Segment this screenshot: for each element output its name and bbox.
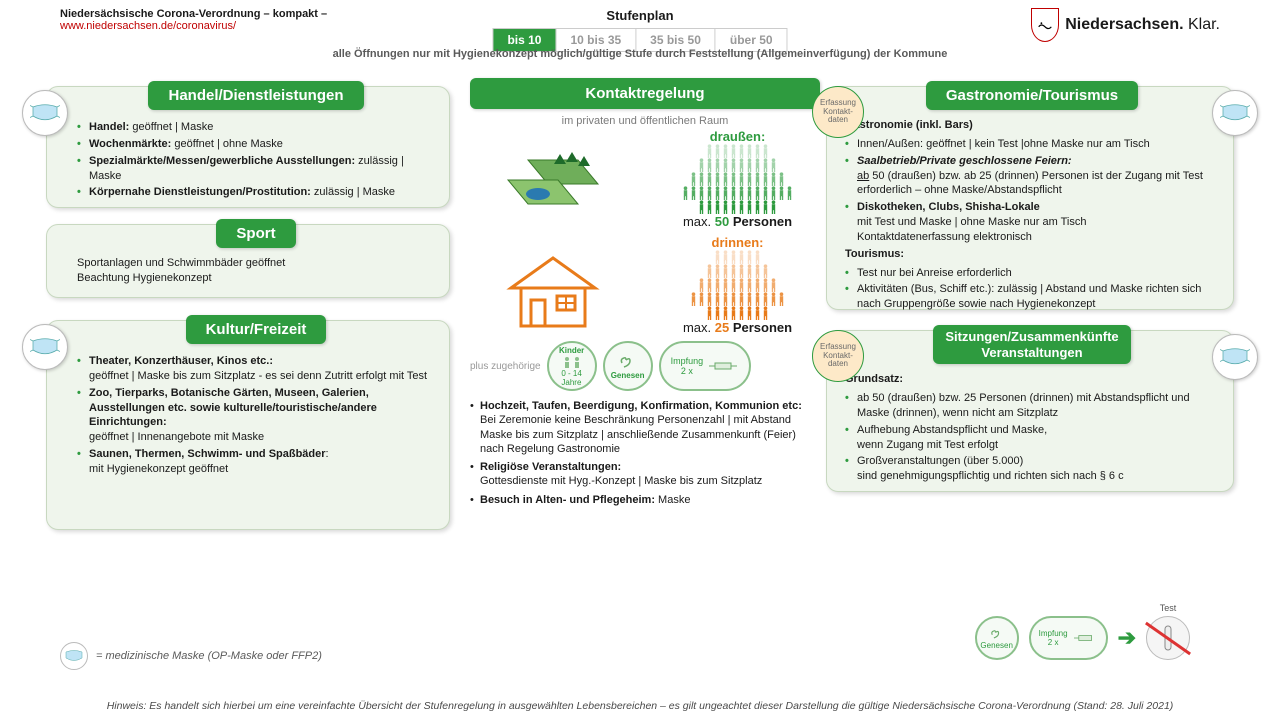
mask-icon [22, 90, 68, 136]
center-column: Kontaktregelung im privaten und öffentli… [470, 78, 820, 511]
panel-gastro-list2: Test nur bei Anreise erforderlichAktivit… [845, 266, 1219, 313]
panel-sitz-title: Sitzungen/ZusammenkünfteVeranstaltungen [933, 325, 1130, 364]
stufen-label: Stufenplan [606, 8, 673, 23]
panel-sitz: Sitzungen/ZusammenkünfteVeranstaltungen … [826, 330, 1234, 492]
in-label: drinnen: [655, 235, 820, 250]
list-item: Saalbetrieb/Private geschlossene Feiern:… [845, 154, 1219, 199]
panel-handel-list: Handel: geöffnet | Maske Wochenmärkte: ge… [77, 120, 435, 200]
formula-row: Genesen Impfung2 x ➔ Test [975, 616, 1190, 660]
genesen-badge: Genesen [975, 616, 1019, 660]
list-item: Besuch in Alten- und Pflegeheim: Maske [470, 493, 820, 507]
list-item: Körpernahe Dienstleistungen/Prostitution… [77, 185, 435, 200]
mask-icon [1212, 90, 1258, 136]
list-item: Zoo, Tierparks, Botanische Gärten, Musee… [77, 386, 435, 445]
panel-gastro-list1: Innen/Außen: geöffnet | kein Test |ohne … [845, 137, 1219, 245]
shield-icon [1031, 8, 1059, 42]
panel-gastro: Gastronomie/Tourismus Gastronomie (inkl.… [826, 86, 1234, 310]
legend-mask: = medizinische Maske (OP-Maske oder FFP2… [60, 642, 322, 670]
list-item: Diskotheken, Clubs, Shisha-Lokalemit Tes… [845, 200, 1219, 245]
list-item: Spezialmärkte/Messen/gewerbliche Ausstel… [77, 154, 435, 184]
park-icon [470, 150, 635, 229]
panel-kultur: Kultur/Freizeit Theater, Konzerthäuser, … [46, 320, 450, 530]
house-icon [470, 252, 635, 335]
list-item: Religiöse Veranstaltungen:Gottesdienste … [470, 460, 820, 489]
list-item: Test nur bei Anreise erforderlich [845, 266, 1219, 281]
center-list: Hochzeit, Taufen, Beerdigung, Konfirmati… [470, 399, 820, 507]
genesen-badge: Genesen [603, 341, 653, 391]
erfass-badge: Erfassung Kontakt- daten [812, 86, 864, 138]
footer-note: Hinweis: Es handelt sich hierbei um eine… [0, 700, 1280, 712]
list-item: Großveranstaltungen (über 5.000)sind gen… [845, 454, 1219, 484]
impf-badge: Impfung2 x [1029, 616, 1108, 660]
arrow-icon: ➔ [1118, 625, 1136, 651]
test-crossed-icon: Test [1146, 616, 1190, 660]
gastro-lead2: Tourismus: [845, 248, 904, 260]
gastro-lead1: Gastronomie (inkl. Bars) [845, 119, 973, 131]
panel-sport: Sport Sportanlagen und Schwimmbäder geöf… [46, 224, 450, 298]
impf-badge: Impfung2 x [659, 341, 752, 391]
logo-text: Niedersachsen. Klar. [1065, 16, 1220, 34]
panel-gastro-title: Gastronomie/Tourismus [926, 81, 1138, 110]
plus-hint: plus zugehörige [470, 361, 541, 372]
mask-icon [1212, 334, 1258, 380]
list-item: ab 50 (draußen) bzw. 25 Personen (drinne… [845, 391, 1219, 421]
out-label: draußen: [655, 129, 820, 144]
pill-row: plus zugehörige Kinder 0 - 14 Jahre Gene… [470, 341, 820, 391]
panel-sport-text: Sportanlagen und Schwimmbäder geöffnet B… [77, 256, 435, 286]
panel-sport-title: Sport [216, 219, 295, 248]
logo: Niedersachsen. Klar. [1031, 8, 1220, 42]
crowd-outside-icon [655, 144, 820, 214]
kinder-badge: Kinder 0 - 14 Jahre [547, 341, 597, 391]
center-sub: im privaten und öffentlichen Raum [470, 115, 820, 127]
list-item: Theater, Konzerthäuser, Kinos etc.:geöff… [77, 354, 435, 384]
out-max: max. 50 Personen [655, 214, 820, 229]
mask-icon [22, 324, 68, 370]
list-item: Innen/Außen: geöffnet | kein Test |ohne … [845, 137, 1219, 152]
in-max: max. 25 Personen [655, 320, 820, 335]
list-item: Saunen, Thermen, Schwimm- und Spaßbäder:… [77, 447, 435, 477]
center-title: Kontaktregelung [470, 78, 820, 109]
panel-kultur-title: Kultur/Freizeit [186, 315, 327, 344]
list-item: Aufhebung Abstandspflicht und Maske,wenn… [845, 423, 1219, 453]
panel-handel: Handel/Dienstleistungen Handel: geöffnet… [46, 86, 450, 208]
list-item: Handel: geöffnet | Maske [77, 120, 435, 135]
list-item: Wochenmärkte: geöffnet | ohne Maske [77, 137, 435, 152]
erfass-badge: Erfassung Kontakt- daten [812, 330, 864, 382]
list-item: Hochzeit, Taufen, Beerdigung, Konfirmati… [470, 399, 820, 456]
panel-handel-title: Handel/Dienstleistungen [148, 81, 363, 110]
panel-kultur-list: Theater, Konzerthäuser, Kinos etc.:geöff… [77, 354, 435, 477]
mask-icon [60, 642, 88, 670]
subhead: alle Öffnungen nur mit Hygienekonzept mö… [333, 48, 948, 60]
panel-sitz-list: ab 50 (draußen) bzw. 25 Personen (drinne… [845, 391, 1219, 484]
crowd-inside-icon [655, 250, 820, 320]
list-item: Aktivitäten (Bus, Schiff etc.): zulässig… [845, 282, 1219, 312]
